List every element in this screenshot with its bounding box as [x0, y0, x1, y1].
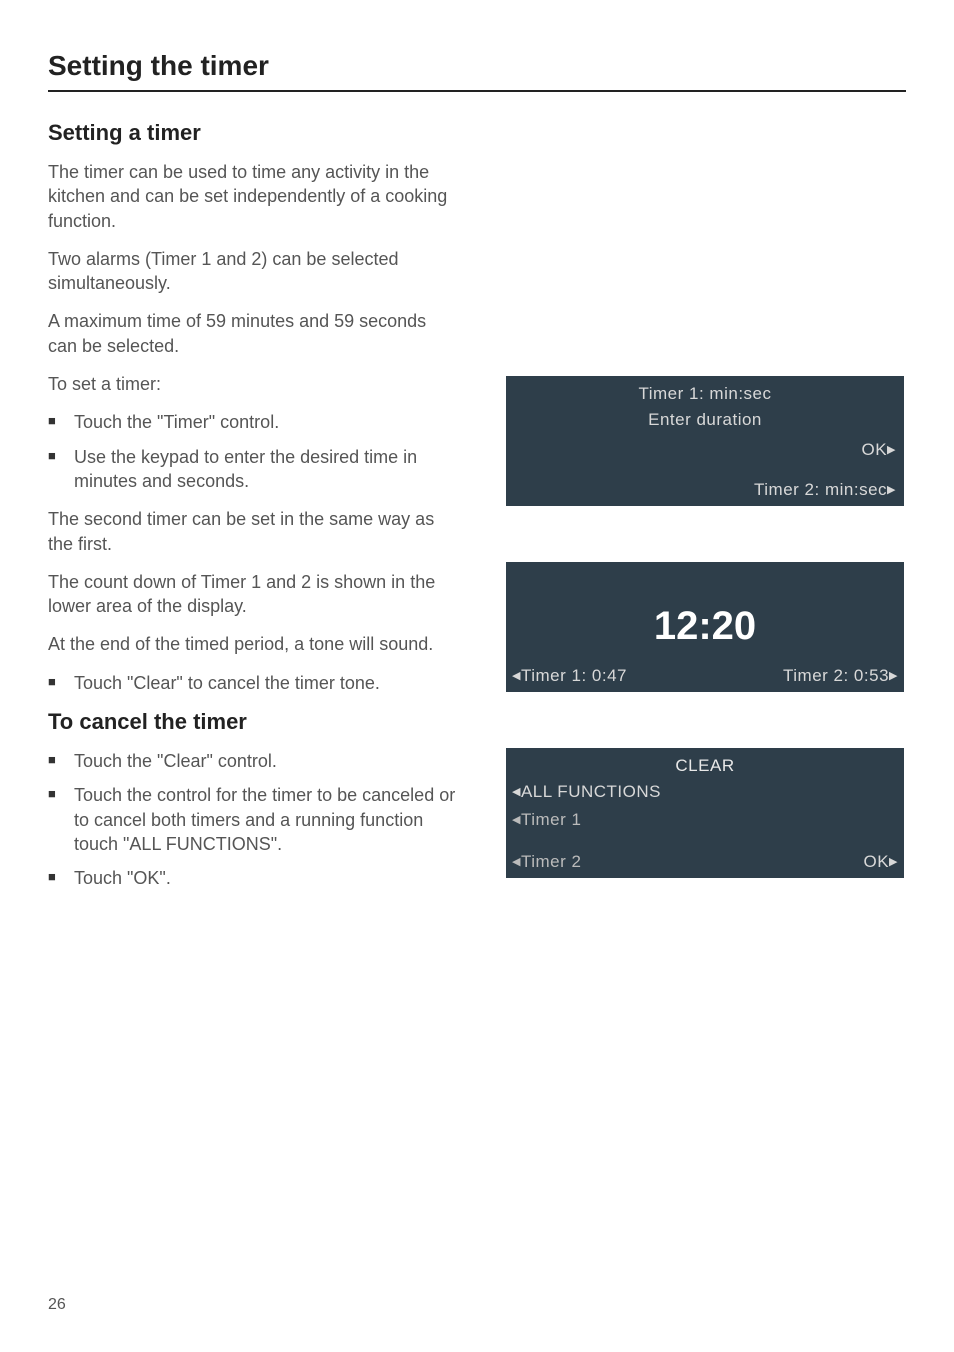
lcd-clear-heading: CLEAR: [675, 756, 734, 776]
paragraph: The timer can be used to time any activi…: [48, 160, 458, 233]
list-item: Touch the control for the timer to be ca…: [48, 783, 458, 856]
lcd-display-timer-entry: Timer 1: min:sec Enter duration OK Timer…: [506, 376, 904, 506]
paragraph: The second timer can be set in the same …: [48, 507, 458, 556]
lcd-timer2-button[interactable]: Timer 2: min:sec: [754, 480, 896, 500]
paragraph: The count down of Timer 1 and 2 is shown…: [48, 570, 458, 619]
list-item: Touch "Clear" to cancel the timer tone.: [48, 671, 458, 695]
lcd-all-functions-button[interactable]: ALL FUNCTIONS: [512, 782, 661, 802]
list-item: Use the keypad to enter the desired time…: [48, 445, 458, 494]
lcd-display-clear-menu: CLEAR ALL FUNCTIONS Timer 1 Timer 2 OK: [506, 748, 904, 878]
lcd-line-timer1: Timer 1: min:sec: [638, 384, 771, 404]
lcd-ok-button[interactable]: OK: [863, 852, 898, 872]
title-underline: [48, 90, 906, 92]
paragraph: To set a timer:: [48, 372, 458, 396]
bullet-list: Touch the "Clear" control. Touch the con…: [48, 749, 458, 890]
lcd-display-clock: 12:20 Timer 1: 0:47 Timer 2: 0:53: [506, 562, 904, 692]
content-columns: Setting a timer The timer can be used to…: [48, 120, 906, 905]
page-number: 26: [48, 1296, 66, 1314]
lcd-timer2-button[interactable]: Timer 2: [512, 852, 581, 872]
page-title: Setting the timer: [48, 50, 906, 82]
bullet-list: Touch the "Timer" control. Use the keypa…: [48, 410, 458, 493]
list-item: Touch the "Clear" control.: [48, 749, 458, 773]
bullet-list: Touch "Clear" to cancel the timer tone.: [48, 671, 458, 695]
section-heading-setting: Setting a timer: [48, 120, 458, 146]
lcd-line-enter-duration: Enter duration: [648, 410, 762, 430]
paragraph: At the end of the timed period, a tone w…: [48, 632, 458, 656]
list-item: Touch the "Timer" control.: [48, 410, 458, 434]
list-item: Touch "OK".: [48, 866, 458, 890]
section-heading-cancel: To cancel the timer: [48, 709, 458, 735]
lcd-ok-button[interactable]: OK: [861, 440, 896, 460]
lcd-time-display: 12:20: [654, 604, 756, 649]
paragraph: Two alarms (Timer 1 and 2) can be select…: [48, 247, 458, 296]
lcd-timer1-countdown[interactable]: Timer 1: 0:47: [512, 666, 627, 686]
lcd-timer2-countdown[interactable]: Timer 2: 0:53: [783, 666, 898, 686]
left-column: Setting a timer The timer can be used to…: [48, 120, 458, 905]
lcd-timer1-button[interactable]: Timer 1: [512, 810, 581, 830]
right-column: Timer 1: min:sec Enter duration OK Timer…: [506, 120, 904, 905]
paragraph: A maximum time of 59 minutes and 59 seco…: [48, 309, 458, 358]
